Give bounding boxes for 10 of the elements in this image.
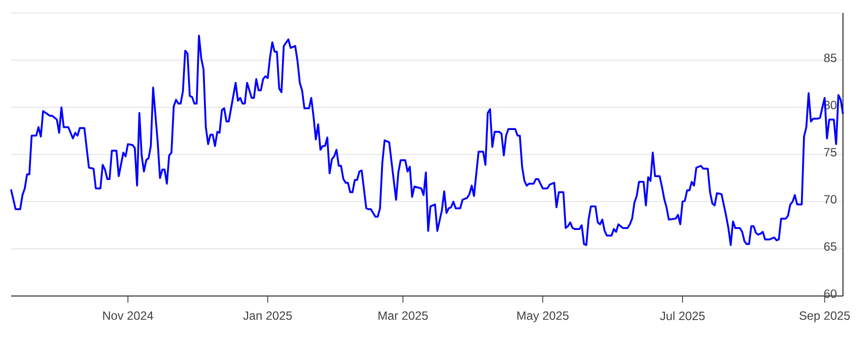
y-tick-label: 65 xyxy=(824,242,836,251)
y-tick-label: 75 xyxy=(824,148,836,156)
x-tick-label: Jul 2025 xyxy=(660,311,705,320)
x-tick-label: Nov 2024 xyxy=(103,311,154,320)
y-tick-label: 70 xyxy=(824,195,836,204)
y-tick-label: 85 xyxy=(824,54,836,62)
x-tick-label: May 2025 xyxy=(517,311,569,322)
x-tick-label: Sep 2025 xyxy=(800,311,850,322)
x-tick-label: Jan 2025 xyxy=(243,311,292,320)
x-tick-label: Mar 2025 xyxy=(378,311,428,320)
